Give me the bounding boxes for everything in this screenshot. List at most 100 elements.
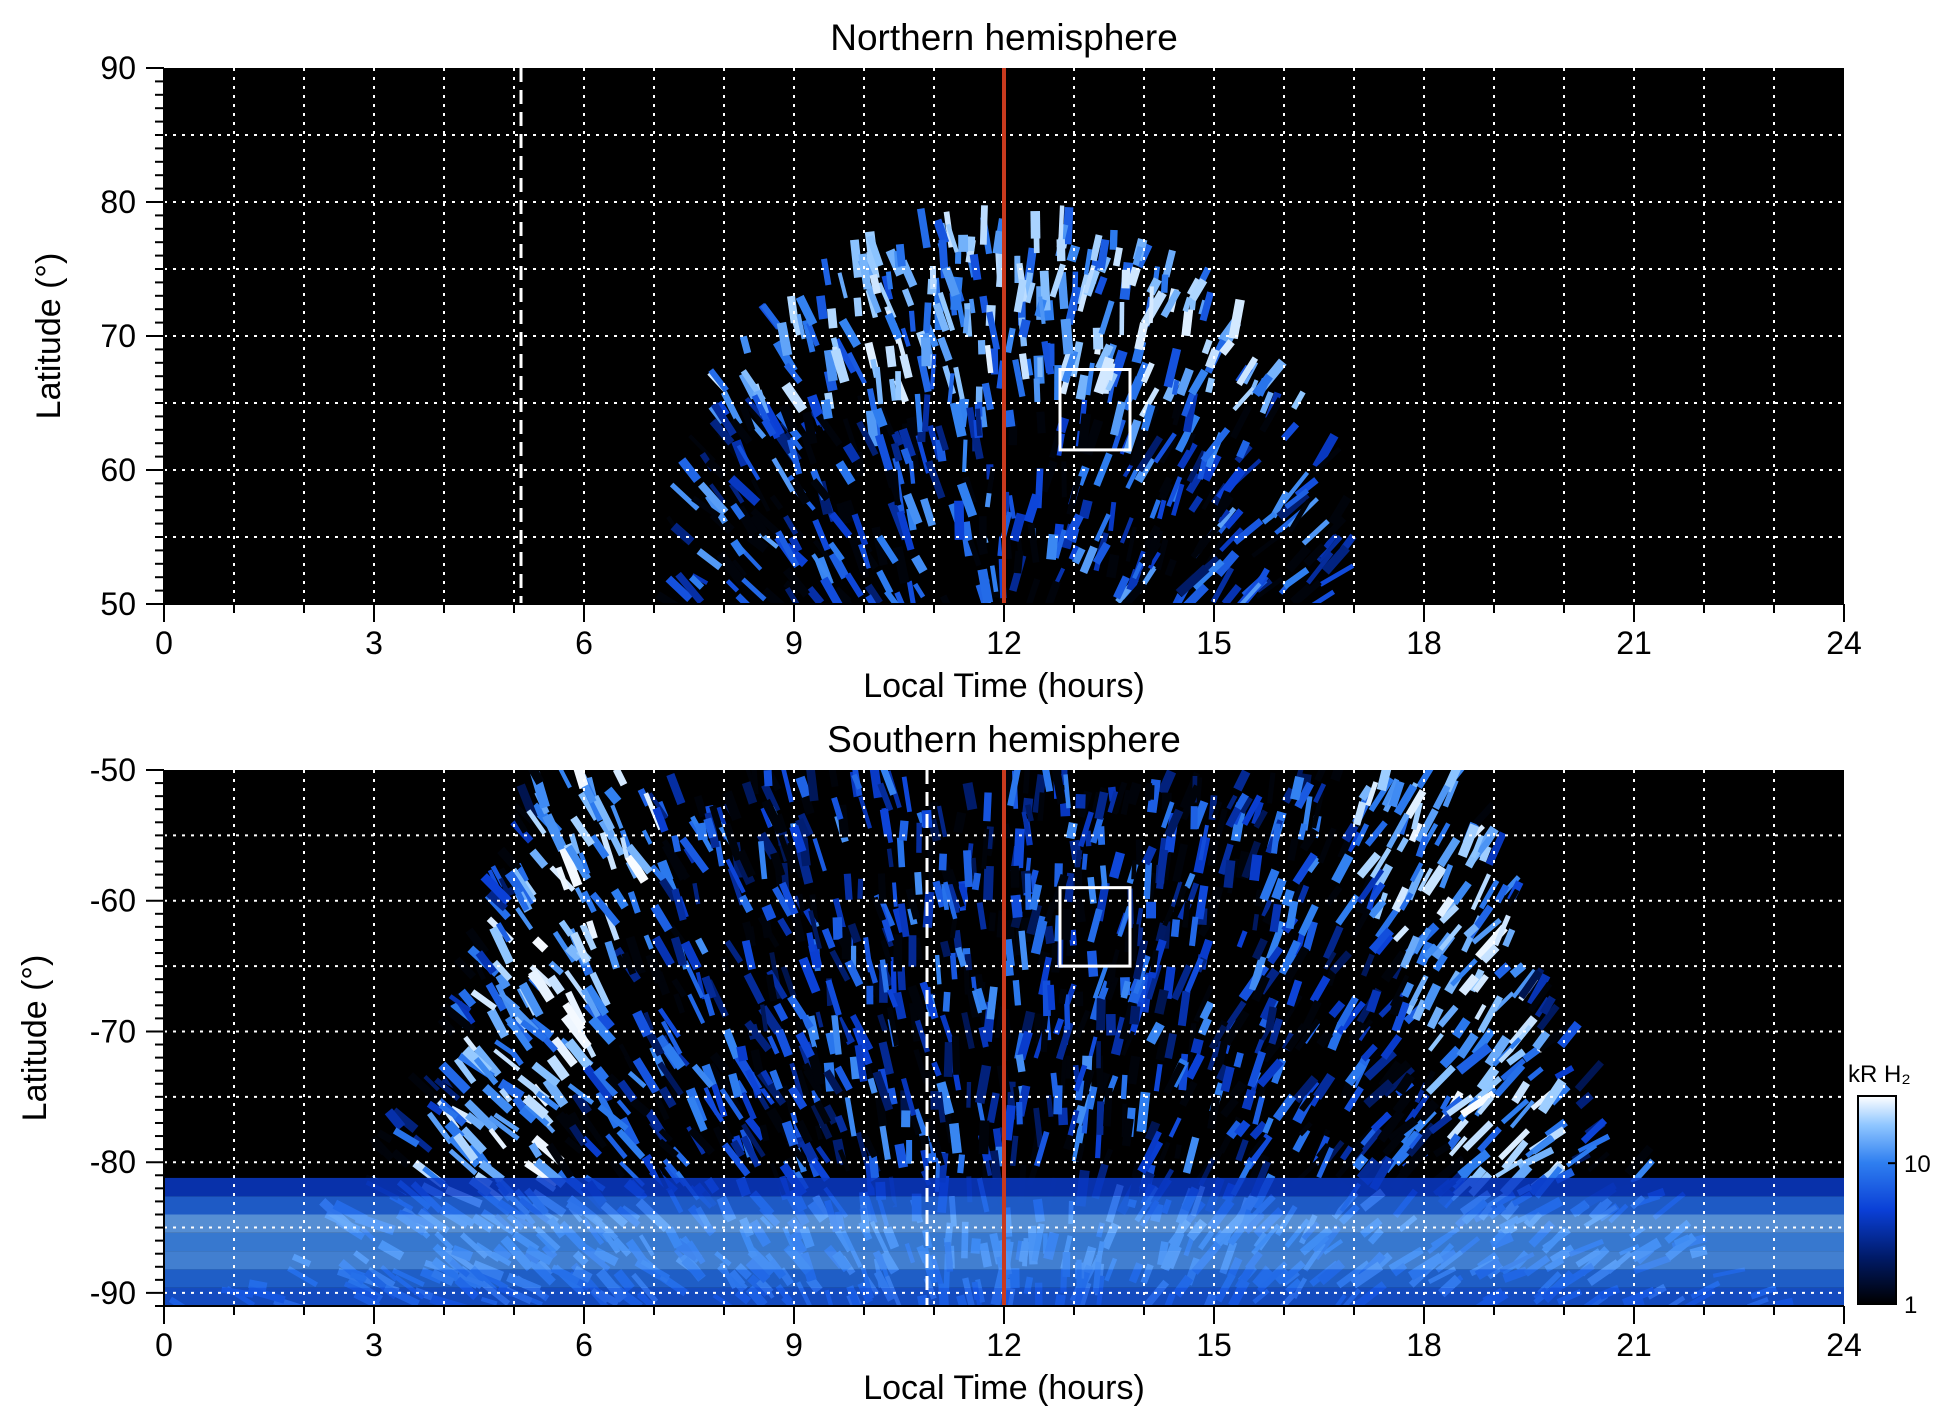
heatmap-cell <box>935 425 949 452</box>
heatmap-cell <box>951 1036 961 1075</box>
heatmap-cell <box>742 921 757 948</box>
heatmap-cell <box>850 239 863 278</box>
heatmap-cell <box>1020 917 1032 943</box>
heatmap-cell <box>901 288 915 307</box>
heatmap-cell <box>1166 476 1183 508</box>
heatmap-cell <box>828 551 850 580</box>
heatmap-cell <box>1382 1131 1406 1157</box>
heatmap-cell <box>1269 903 1282 933</box>
heatmap-cell <box>1501 1139 1529 1171</box>
heatmap-cell <box>1160 288 1181 318</box>
heatmap-cell <box>513 802 535 825</box>
heatmap-cell <box>983 865 994 901</box>
heatmap-cell <box>856 420 879 457</box>
heatmap-cell <box>1073 897 1086 923</box>
heatmap-cell <box>775 530 800 568</box>
heatmap-cell <box>1105 976 1119 1001</box>
heatmap-cell <box>651 935 675 967</box>
heatmap-cell <box>803 1069 823 1099</box>
heatmap-cell <box>722 1028 741 1060</box>
heatmap-cell <box>1124 931 1132 953</box>
heatmap-cell <box>1509 1099 1535 1129</box>
heatmap-cell <box>720 390 743 426</box>
heatmap-cell <box>1377 1109 1405 1143</box>
heatmap-cell <box>1298 904 1319 937</box>
heatmap-cell <box>679 836 710 874</box>
heatmap-cell <box>1103 1087 1113 1127</box>
heatmap-cell <box>657 1061 684 1097</box>
heatmap-cell <box>1624 1144 1654 1177</box>
heatmap-cell <box>1157 499 1167 520</box>
heatmap-cell <box>837 804 850 838</box>
heatmap-cell <box>932 302 950 333</box>
heatmap-cell <box>1163 1062 1185 1095</box>
heatmap-cell <box>1187 882 1200 903</box>
heatmap-cell <box>1063 774 1071 809</box>
heatmap-cell <box>1417 867 1434 892</box>
heatmap-cell <box>1164 808 1184 838</box>
heatmap-cell <box>1284 1022 1308 1052</box>
heatmap-cell <box>986 311 1001 351</box>
heatmap-cell <box>1184 957 1204 993</box>
heatmap-cell <box>529 848 549 869</box>
heatmap-cell <box>1228 298 1245 340</box>
heatmap-cell <box>1065 821 1078 840</box>
heatmap-cell <box>796 313 806 340</box>
heatmap-cell <box>778 881 799 916</box>
heatmap-cell <box>1022 770 1030 794</box>
x-tick-label: 15 <box>1196 1327 1232 1363</box>
heatmap-cell <box>825 979 842 1016</box>
heatmap-cell <box>906 580 916 604</box>
south-axes: 0 3 6 9 12 15 18 21 24 -90 -80 -70 -60 -50 <box>90 752 1862 1363</box>
heatmap-cell <box>1078 811 1094 848</box>
heatmap-cell <box>486 1007 509 1039</box>
heatmap-cell <box>1086 950 1099 977</box>
heatmap-cell <box>1134 321 1149 351</box>
heatmap-cell <box>897 903 910 938</box>
heatmap-cell <box>1177 441 1198 470</box>
y-tick-label: 70 <box>100 318 136 354</box>
heatmap-cell <box>900 447 913 465</box>
heatmap-cell <box>836 501 851 525</box>
heatmap-cell <box>605 1133 628 1160</box>
x-tick-label: 21 <box>1616 625 1652 661</box>
heatmap-cell <box>1282 945 1310 984</box>
x-tick-label: 9 <box>785 625 803 661</box>
heatmap-cell <box>511 812 529 834</box>
heatmap-cell <box>1024 873 1032 910</box>
heatmap-cell <box>1171 883 1188 908</box>
heatmap-cell <box>673 993 686 1014</box>
heatmap-cell <box>1392 925 1410 943</box>
heatmap-cell <box>941 883 950 911</box>
heatmap-cell <box>1208 1024 1228 1051</box>
heatmap-cell <box>914 393 923 433</box>
heatmap-cell <box>1470 834 1484 859</box>
heatmap-cell <box>1554 1065 1575 1080</box>
heatmap-cell <box>828 541 845 562</box>
heatmap-cell <box>1112 246 1123 267</box>
heatmap-cell <box>687 993 706 1025</box>
heatmap-cell <box>498 867 514 889</box>
heatmap-cell <box>954 500 965 540</box>
heatmap-cell <box>1426 1006 1444 1030</box>
heatmap-cell <box>1185 1053 1205 1080</box>
heatmap-cell <box>1117 906 1132 937</box>
heatmap-cell <box>1301 999 1322 1030</box>
heatmap-cell <box>788 535 803 553</box>
heatmap-cell <box>833 337 857 374</box>
heatmap-cell <box>1184 872 1196 889</box>
heatmap-cell <box>1093 452 1113 487</box>
heatmap-cell <box>1182 1136 1200 1174</box>
heatmap-cell <box>546 974 565 995</box>
heatmap-cell <box>1053 1085 1063 1115</box>
heatmap-cell <box>453 956 477 980</box>
heatmap-cell <box>1456 1032 1479 1059</box>
heatmap-cell <box>390 1148 412 1169</box>
heatmap-cell <box>971 872 982 891</box>
heatmap-cell <box>1369 847 1392 879</box>
heatmap-cell <box>1232 518 1264 545</box>
heatmap-cell <box>1033 1107 1044 1148</box>
heatmap-cell <box>1493 914 1511 947</box>
heatmap-cell <box>963 850 973 888</box>
heatmap-cell <box>529 964 554 988</box>
